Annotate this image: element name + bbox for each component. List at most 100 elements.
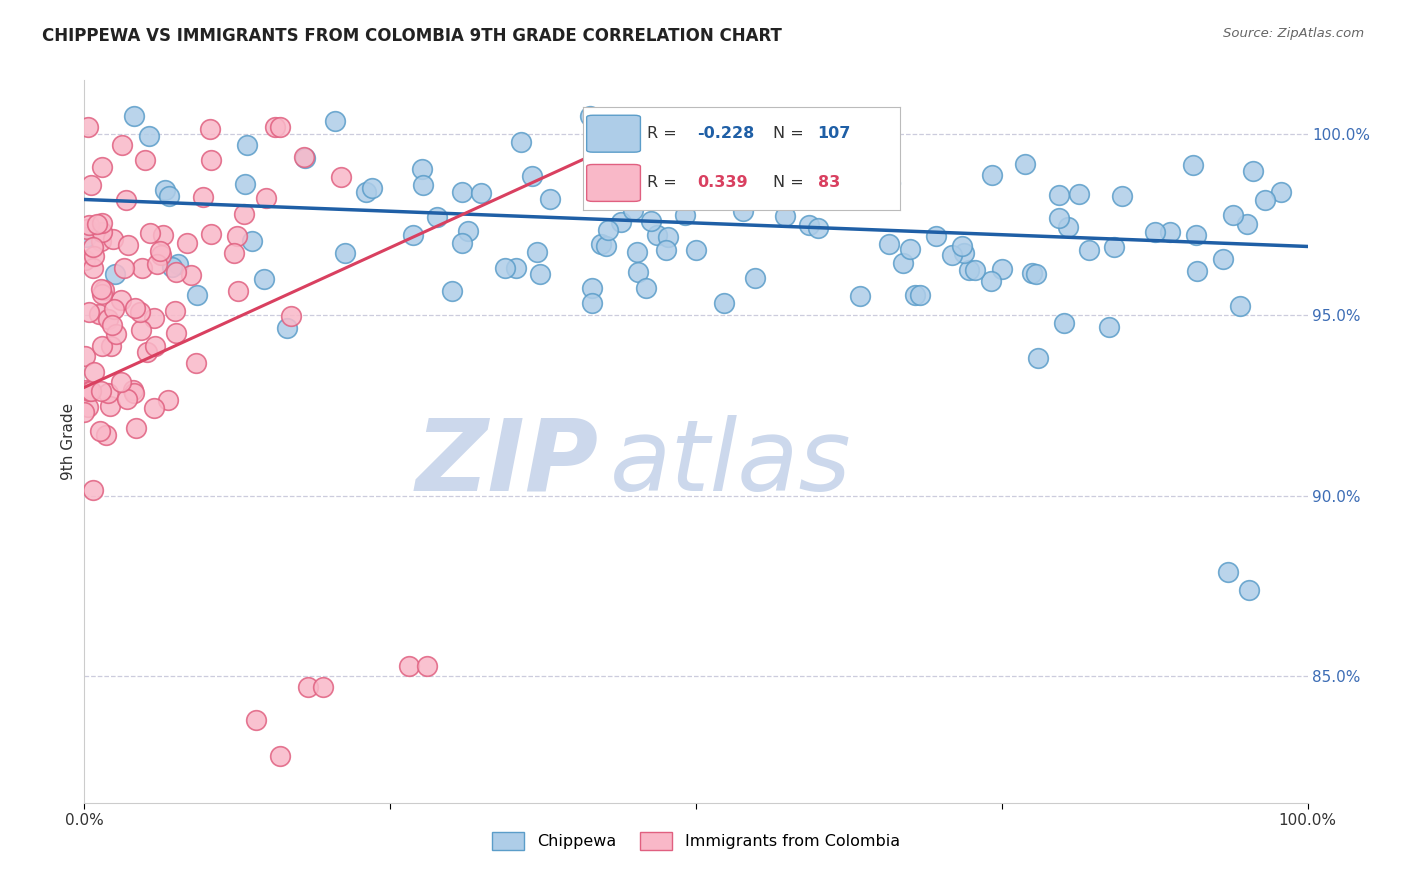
Point <box>1014 157 1036 171</box>
Point <box>744 271 766 285</box>
Point <box>112 260 135 275</box>
Point <box>75 383 97 397</box>
Point <box>1270 185 1292 199</box>
Text: CHIPPEWA VS IMMIGRANTS FROM COLOMBIA 9TH GRADE CORRELATION CHART: CHIPPEWA VS IMMIGRANTS FROM COLOMBIA 9TH… <box>42 27 782 45</box>
Point <box>312 680 335 694</box>
Text: R =: R = <box>647 126 676 141</box>
Point <box>1028 351 1050 365</box>
Point <box>91 225 114 239</box>
Point <box>596 222 619 236</box>
Point <box>1222 208 1244 222</box>
Point <box>83 248 105 262</box>
Point <box>97 386 120 401</box>
Point <box>1056 220 1078 235</box>
Point <box>980 168 1002 182</box>
Point <box>807 220 830 235</box>
Point <box>114 193 136 207</box>
Point <box>86 217 108 231</box>
Point <box>451 185 474 199</box>
Point <box>354 185 377 199</box>
Point <box>1212 252 1234 267</box>
Point <box>361 180 384 194</box>
Point <box>122 383 145 397</box>
Text: atlas: atlas <box>610 415 852 512</box>
Point <box>685 244 707 258</box>
Point <box>90 339 112 353</box>
Point <box>256 191 278 205</box>
Point <box>200 153 222 167</box>
Point <box>276 321 298 335</box>
Point <box>731 203 754 218</box>
Point <box>1254 193 1277 207</box>
Point <box>80 178 103 192</box>
Point <box>1159 225 1181 239</box>
Point <box>941 248 963 262</box>
Point <box>138 128 160 143</box>
Point <box>73 252 96 267</box>
Point <box>143 339 166 353</box>
Point <box>136 344 159 359</box>
Point <box>657 230 679 244</box>
Point <box>162 260 184 274</box>
Point <box>100 400 122 414</box>
Point <box>953 246 976 260</box>
Point <box>263 120 285 135</box>
Point <box>122 109 145 123</box>
Point <box>494 260 516 275</box>
Point <box>292 150 315 164</box>
Point <box>416 658 439 673</box>
Point <box>90 160 112 174</box>
Point <box>1229 299 1251 313</box>
FancyBboxPatch shape <box>586 115 641 153</box>
Point <box>77 401 100 415</box>
Point <box>1237 582 1260 597</box>
Point <box>965 263 987 277</box>
Point <box>180 268 202 282</box>
Point <box>97 312 120 326</box>
Y-axis label: 9th Grade: 9th Grade <box>60 403 76 480</box>
Point <box>80 384 103 398</box>
Point <box>904 288 927 302</box>
Point <box>89 425 111 439</box>
Point <box>165 326 187 340</box>
Point <box>1182 158 1205 172</box>
Point <box>149 244 172 258</box>
Point <box>200 122 222 136</box>
Point <box>589 236 612 251</box>
Point <box>166 257 188 271</box>
Point <box>131 260 153 275</box>
Point <box>236 137 259 152</box>
Point <box>1047 188 1070 202</box>
Point <box>581 295 603 310</box>
Point <box>103 302 125 317</box>
Point <box>232 207 254 221</box>
Point <box>82 239 104 253</box>
Point <box>100 339 122 353</box>
Point <box>186 288 208 302</box>
Point <box>673 208 696 222</box>
Point <box>101 232 124 246</box>
Point <box>233 177 256 191</box>
Point <box>398 658 420 673</box>
FancyBboxPatch shape <box>586 164 641 202</box>
Point <box>1111 189 1133 203</box>
Point <box>440 284 463 298</box>
Point <box>163 303 186 318</box>
Point <box>950 239 973 253</box>
Point <box>138 226 160 240</box>
Point <box>157 393 180 408</box>
Point <box>90 234 112 248</box>
Point <box>578 109 600 123</box>
Point <box>104 267 127 281</box>
Point <box>412 178 434 192</box>
Point <box>143 401 166 416</box>
Point <box>77 120 100 135</box>
Point <box>1021 265 1043 279</box>
Point <box>176 236 198 251</box>
Point <box>595 239 617 253</box>
Point <box>1077 244 1099 258</box>
Point <box>226 285 249 299</box>
Point <box>335 246 357 260</box>
Point <box>526 245 548 260</box>
Point <box>76 221 98 235</box>
